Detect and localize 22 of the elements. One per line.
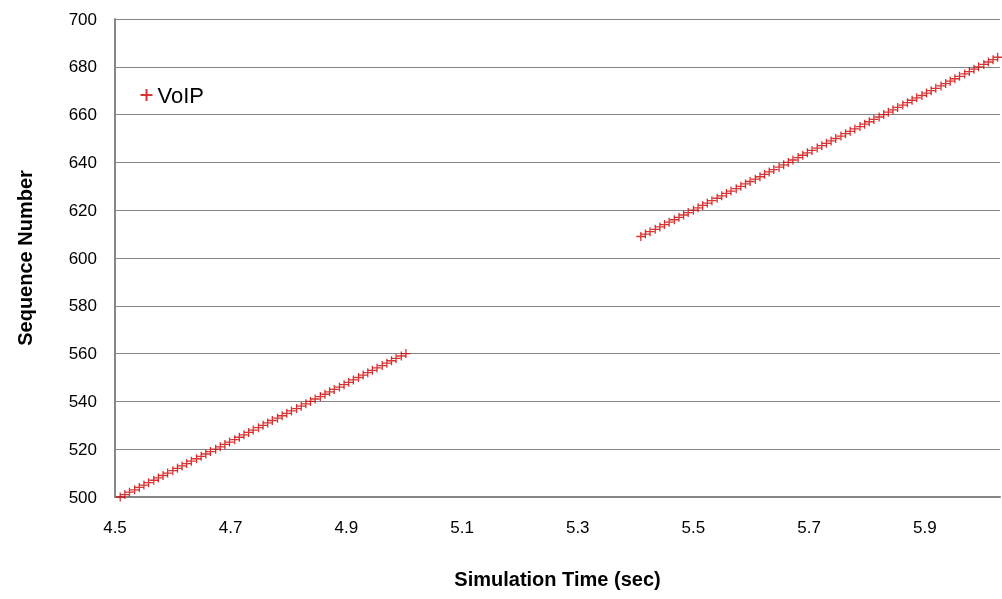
y-tick-label: 540 xyxy=(68,391,97,411)
legend-label: VoIP xyxy=(157,82,204,108)
y-tick-label: 500 xyxy=(68,487,97,507)
x-tick-label: 4.7 xyxy=(218,518,243,537)
x-tick-label: 5.5 xyxy=(681,518,706,537)
y-tick-label: 520 xyxy=(68,439,97,459)
y-tick-label: 640 xyxy=(68,152,97,172)
y-tick-label: 600 xyxy=(68,248,97,268)
x-tick-label: 4.5 xyxy=(103,518,127,537)
y-tick-label: 700 xyxy=(68,9,97,29)
y-tick-label: 680 xyxy=(68,57,97,77)
y-tick-label: 660 xyxy=(68,105,97,125)
y-tick-label: 560 xyxy=(68,344,97,364)
x-tick-label: 4.9 xyxy=(334,518,359,537)
y-axis-title: Sequence Number xyxy=(14,169,36,346)
x-tick-label: 5.7 xyxy=(797,518,821,537)
x-tick-label: 5.3 xyxy=(565,518,590,537)
x-axis-title: Simulation Time (sec) xyxy=(454,568,661,590)
y-tick-label: 620 xyxy=(68,200,97,220)
x-tick-label: 5.1 xyxy=(450,518,474,537)
x-tick-label: 5.9 xyxy=(912,518,937,537)
y-tick-label: 580 xyxy=(68,296,97,316)
